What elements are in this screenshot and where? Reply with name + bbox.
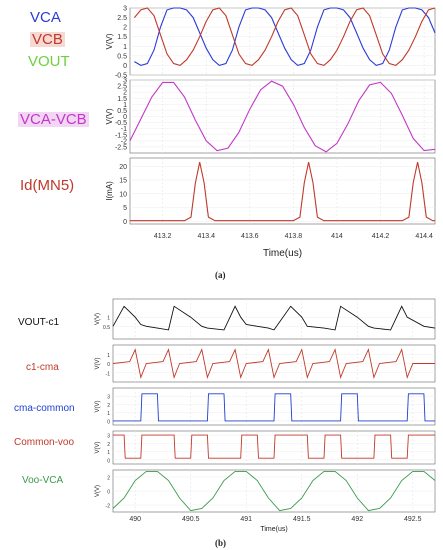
label-id-mn5: Id(MN5) — [20, 177, 75, 194]
x-tick-label: 413.4 — [197, 233, 215, 240]
y-tick-label: 1 — [107, 450, 110, 456]
y-tick-label: 2 — [107, 476, 110, 482]
y-tick-label: 1 — [107, 353, 110, 359]
series-line-common-voo — [113, 434, 435, 459]
y-tick-label: 5 — [123, 205, 127, 212]
label-voo-vca: Voo-VCA — [22, 475, 64, 486]
label-vout-c1: VOUT-c1 — [18, 317, 60, 328]
y-tick-label: -0.5 — [115, 120, 127, 127]
x-tick-label: 413.6 — [241, 233, 259, 240]
panel-a-top: 3 2.5 2 1.5 1 0.5 0 -0.5 V(V) — [105, 6, 436, 80]
y-tick-label: 10 — [119, 191, 127, 198]
y-tick-label: -2 — [121, 138, 127, 145]
y-tick-label: 0 — [123, 63, 127, 70]
x-tick-label: 414 — [331, 233, 343, 240]
y-tick-label: -2 — [106, 504, 111, 510]
y-axis-label: V(V) — [95, 441, 101, 453]
y-tick-label: 2.5 — [117, 15, 127, 22]
y-axis-label: V(V) — [95, 313, 101, 325]
y-axis-label: I(mA) — [105, 181, 114, 201]
y-axis-label: V(V) — [95, 485, 101, 497]
x-tick-label: 414.4 — [415, 233, 433, 240]
y-tick-label: 0.5 — [117, 108, 127, 115]
y-tick-label: 0 — [107, 490, 110, 496]
x-tick-label: 490.5 — [182, 516, 200, 523]
y-tick-label: 15 — [119, 178, 127, 185]
y-tick-label: 0 — [123, 114, 127, 121]
label-vout: VOUT — [28, 53, 70, 70]
y-tick-label: 3 — [107, 395, 110, 401]
label-vca: VCA — [30, 9, 61, 26]
panel-frame — [112, 298, 436, 340]
panel-frame — [129, 157, 436, 225]
x-axis-label: Time(us) — [260, 526, 287, 533]
x-tick-label: 414.2 — [372, 233, 390, 240]
y-tick-label: 2.5 — [117, 84, 127, 91]
panel-b-4: 3 2 1 0 V(V) — [95, 430, 436, 465]
y-tick-label: 0 — [107, 362, 110, 368]
y-tick-label: 0 — [107, 419, 110, 425]
y-tick-label: 1 — [107, 411, 110, 417]
series-line-vca — [134, 7, 436, 67]
series-line-c1-cma — [112, 348, 435, 379]
panel-a-bottom: 20 15 10 5 0 I(mA) — [105, 157, 436, 226]
caption-b: (b) — [215, 538, 226, 548]
y-tick-label: 1.5 — [117, 96, 127, 103]
x-tick-label: 413.8 — [285, 233, 303, 240]
y-tick-label: -1 — [106, 371, 111, 377]
y-axis-label: V(V) — [95, 357, 101, 369]
panel-a-mid: 32.521.510.50-0.5-1-1.5-2-2.5 V(V) — [105, 78, 436, 154]
y-tick-label: 2 — [107, 403, 110, 409]
x-axis-label: Time(us) — [263, 248, 302, 259]
y-tick-label: -1.5 — [115, 132, 127, 139]
series-line-vout-c1 — [112, 305, 436, 331]
y-tick-label: -1 — [121, 126, 127, 133]
series-line-voo-vca — [112, 470, 436, 512]
y-tick-label: 0.5 — [117, 53, 127, 60]
x-tick-label: 491.5 — [293, 516, 311, 523]
y-tick-label: 0 — [123, 219, 127, 226]
panel-b-5: 2 0 -2 V(V) — [95, 469, 436, 513]
y-tick-label: 1 — [123, 44, 127, 51]
series-line-cma-common — [113, 393, 435, 422]
y-tick-label: 20 — [119, 164, 127, 171]
label-vca-vcb: VCA-VCB — [18, 111, 89, 128]
y-tick-label: 2 — [123, 90, 127, 97]
x-tick-label: 413.2 — [154, 233, 172, 240]
y-tick-label: 3 — [123, 78, 127, 85]
y-tick-label: 2 — [107, 442, 110, 448]
y-tick-label: 0.5 — [103, 325, 110, 331]
y-tick-label: 3 — [123, 6, 127, 13]
y-tick-label: -2.5 — [115, 144, 127, 151]
panel-frame — [129, 7, 436, 76]
panel-b-2: 1 0 -1 V(V) — [95, 344, 436, 383]
y-tick-label: 1 — [107, 316, 110, 322]
series-line-vcb — [133, 7, 436, 67]
series-line-vca-vcb — [129, 80, 436, 153]
label-c1-cma: c1-cma — [26, 362, 59, 373]
label-cma-common: cma-common — [14, 403, 75, 414]
x-tick-label: 490 — [129, 516, 141, 523]
y-tick-label: 1 — [123, 102, 127, 109]
y-tick-label: 3 — [107, 434, 110, 440]
x-tick-label: 492 — [351, 516, 363, 523]
y-axis-label: V(V) — [95, 400, 101, 412]
y-axis-label: V(V) — [105, 33, 114, 49]
y-tick-label: 0 — [107, 458, 110, 464]
x-tick-label: 491 — [240, 516, 252, 523]
label-common-voo: Common-voo — [14, 437, 75, 448]
y-tick-label: 2 — [123, 25, 127, 32]
panel-b-1: 0.5 1 V(V) — [95, 298, 436, 340]
x-tick-label: 492.5 — [404, 516, 422, 523]
label-vcb: VCB — [30, 31, 65, 48]
y-axis-label: V(V) — [105, 108, 114, 124]
panel-frame — [112, 430, 436, 465]
panel-b-3: 3 2 1 0 V(V) — [95, 387, 436, 425]
series-line-id-mn5- — [130, 161, 435, 222]
y-tick-label: -0.5 — [115, 73, 127, 80]
caption-a: (a) — [215, 270, 226, 280]
y-tick-label: 1.5 — [117, 34, 127, 41]
